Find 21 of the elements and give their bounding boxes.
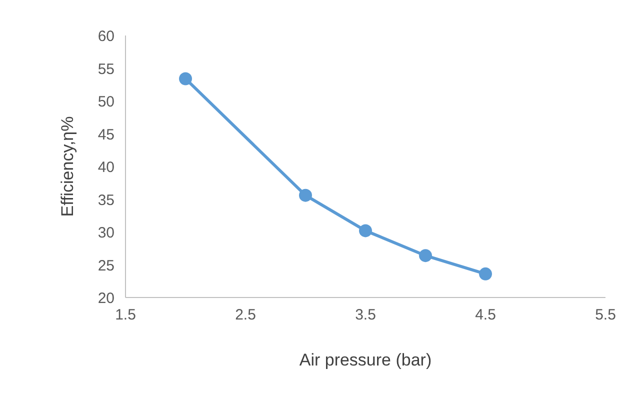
y-tick-label: 55 — [98, 60, 115, 78]
y-tick-label: 30 — [98, 224, 115, 242]
point — [479, 267, 492, 280]
x-tick-label: 4.5 — [475, 306, 496, 324]
point — [419, 249, 432, 262]
y-tick-label: 45 — [98, 126, 115, 144]
point — [299, 188, 312, 202]
point — [359, 224, 372, 238]
y-tick-label: 20 — [98, 290, 115, 307]
y-tick-label: 35 — [98, 192, 115, 209]
y-tick-label: 60 — [98, 28, 115, 45]
y-tick-label: 40 — [98, 159, 115, 176]
y-tick-label: 25 — [98, 257, 115, 274]
x-tick-label: 5.5 — [595, 306, 616, 324]
y-tick-label: 50 — [98, 94, 115, 110]
x-axis-title: Air pressure (bar) — [299, 350, 432, 370]
point — [179, 72, 192, 86]
x-tick-label: 2.5 — [235, 306, 256, 324]
y-axis-title: Efficiency,η% — [58, 116, 77, 217]
x-tick-label: 1.5 — [115, 306, 136, 324]
x-tick-label: 3.5 — [355, 306, 376, 324]
